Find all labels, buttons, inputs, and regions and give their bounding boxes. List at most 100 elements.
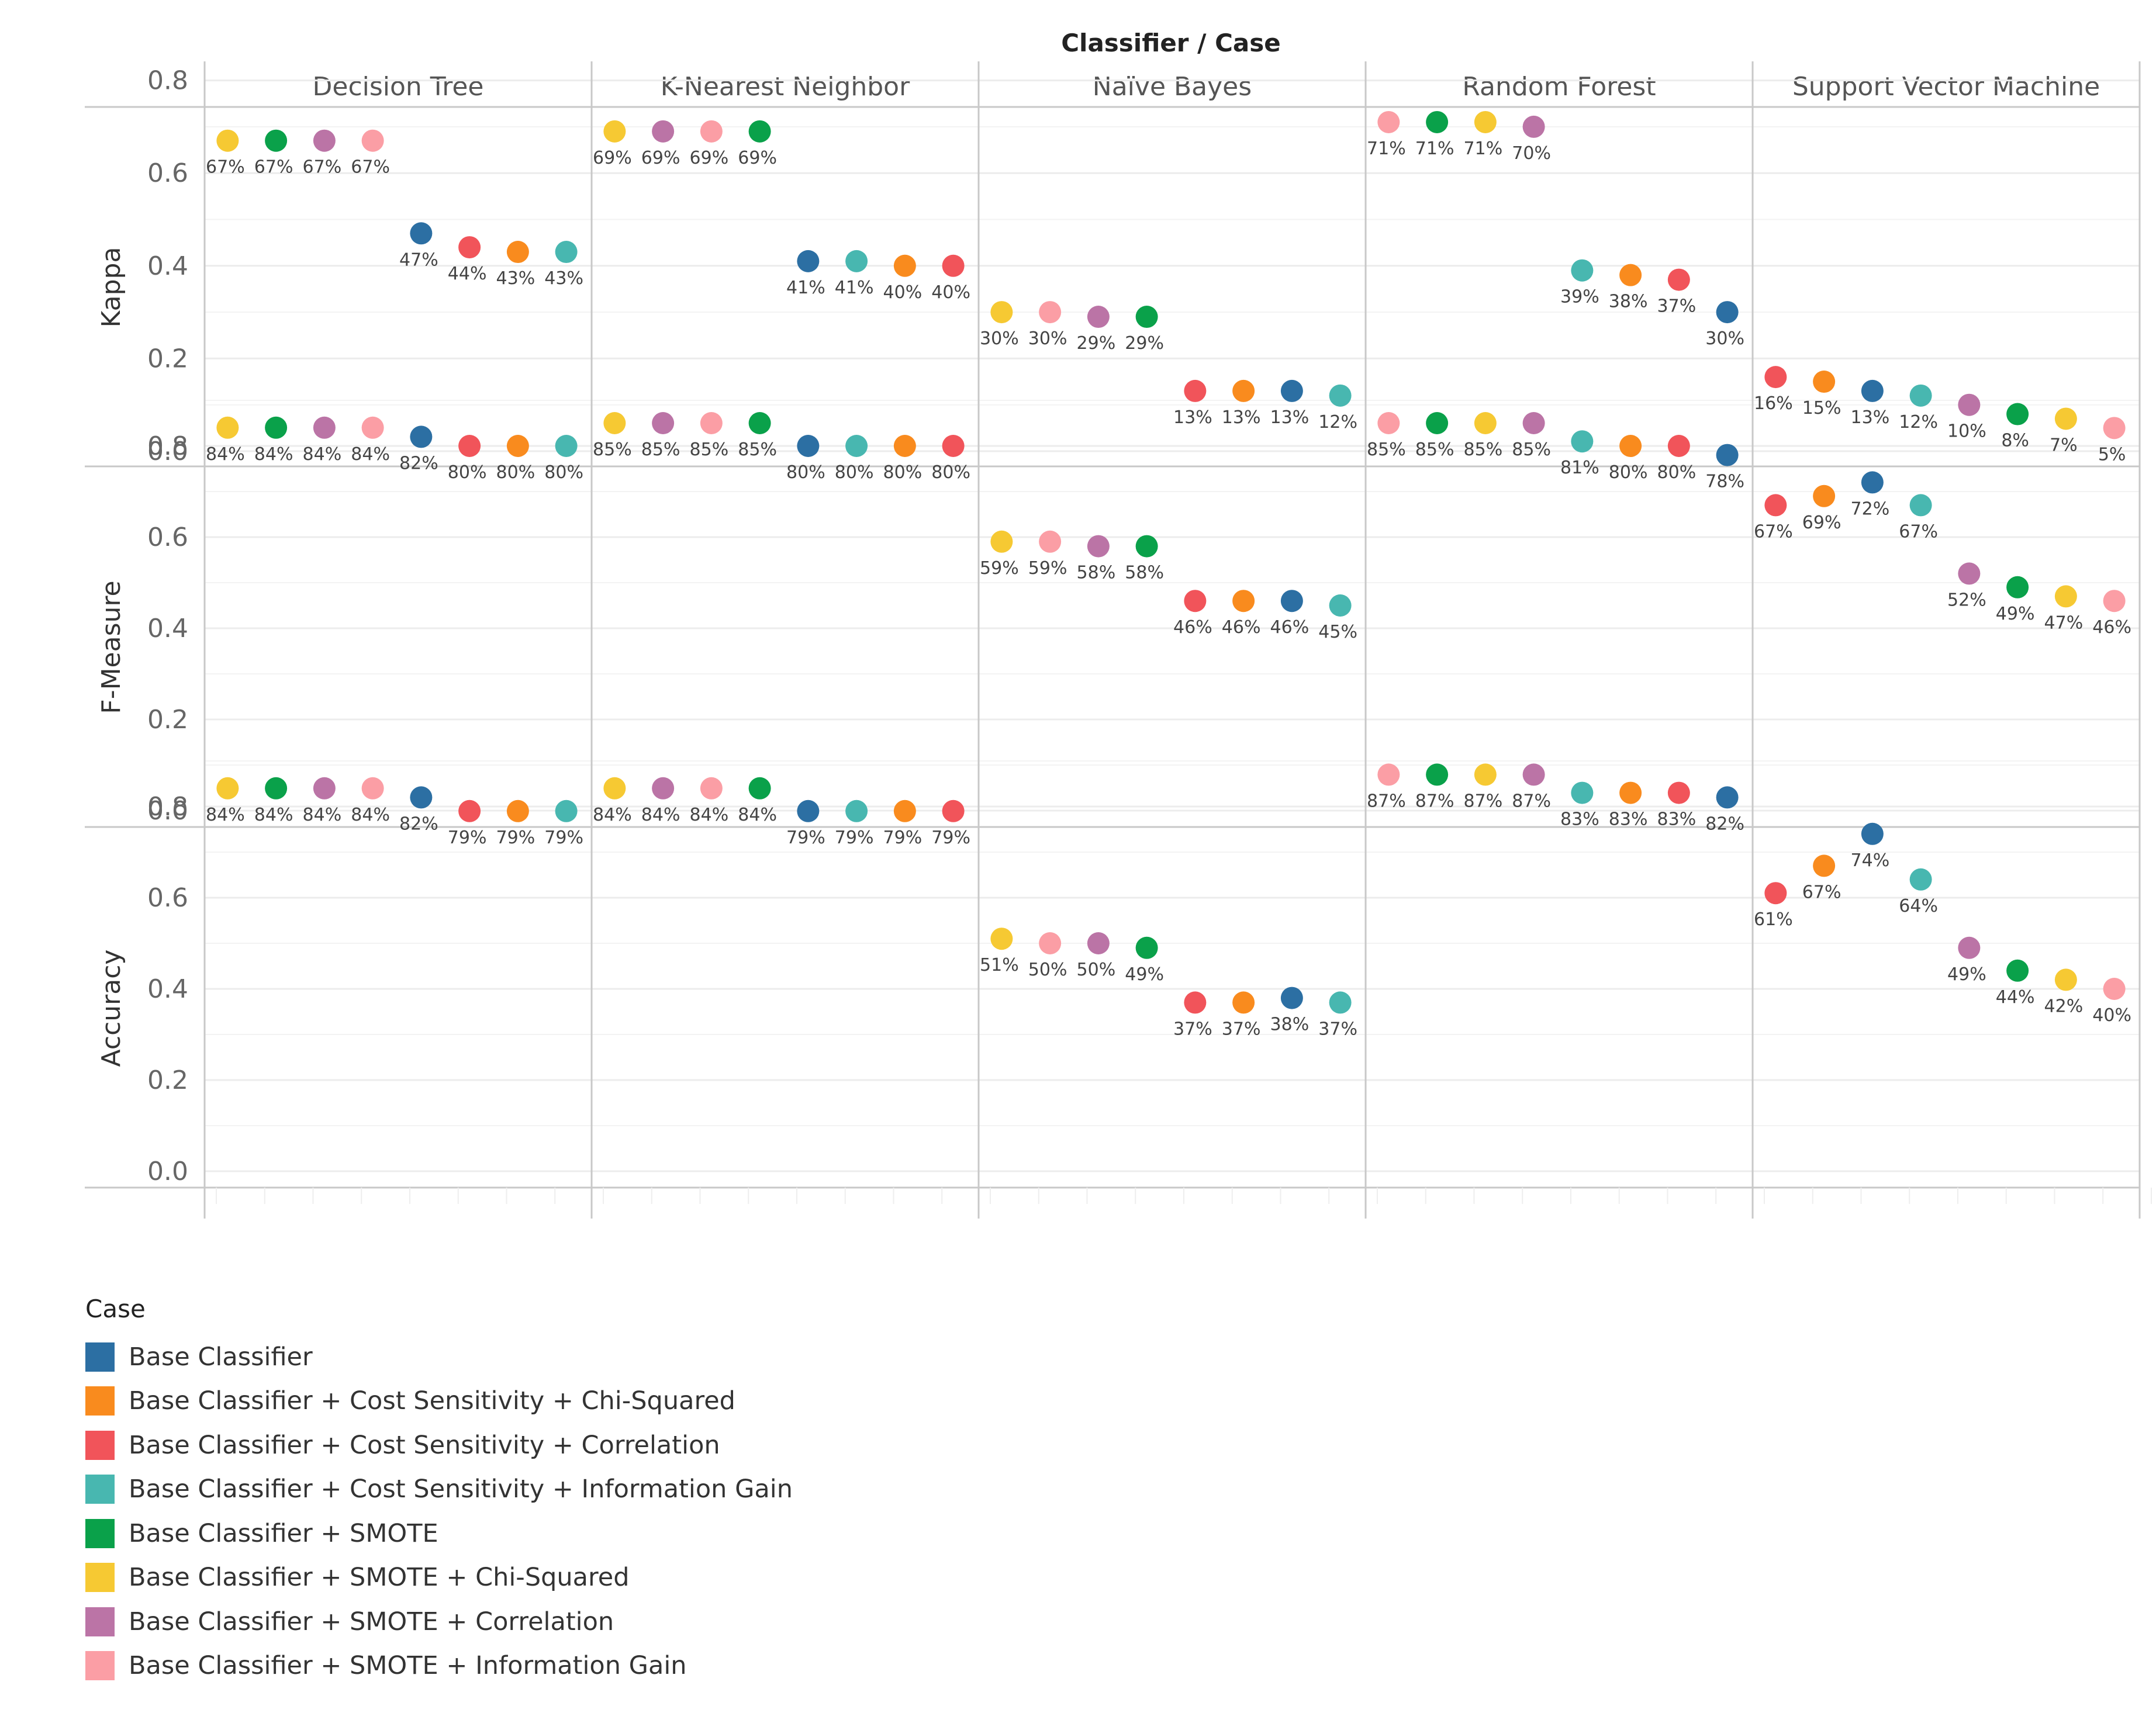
data-label: 84%	[351, 805, 390, 825]
legend-label: Base Classifier	[129, 1342, 313, 1372]
y-tick-label: 0.4	[147, 974, 188, 1004]
data-label: 52%	[1947, 590, 1986, 610]
y-tick-label: 0.6	[147, 158, 188, 188]
data-point	[1909, 868, 1932, 891]
data-label: 83%	[1657, 809, 1697, 830]
data-label: 50%	[1077, 960, 1116, 980]
legend-label: Base Classifier + SMOTE	[129, 1518, 438, 1548]
data-label: 82%	[399, 814, 438, 834]
classifier-header: Support Vector Machine	[1792, 72, 2100, 102]
data-point	[265, 416, 288, 439]
data-label: 80%	[835, 462, 874, 483]
data-point	[2103, 417, 2126, 440]
data-label: 30%	[980, 328, 1019, 349]
metric-axis-label: Kappa	[96, 247, 126, 328]
data-point	[1426, 412, 1449, 434]
data-label: 79%	[883, 828, 922, 848]
data-point	[845, 250, 868, 272]
legend-swatch	[85, 1430, 115, 1460]
data-point	[990, 530, 1013, 553]
data-label: 79%	[448, 828, 487, 848]
data-label: 67%	[206, 157, 245, 178]
legend-label: Base Classifier + Cost Sensitivity + Chi…	[129, 1386, 735, 1416]
data-point	[2006, 959, 2029, 982]
legend-item[interactable]: Base Classifier + SMOTE + Information Ga…	[85, 1644, 793, 1688]
data-label: 84%	[206, 805, 245, 825]
data-point	[555, 435, 578, 457]
data-label: 49%	[1125, 964, 1164, 985]
data-label: 12%	[1899, 412, 1938, 432]
data-label: 13%	[1222, 407, 1261, 428]
chart-svg: Classifier / Case Decision Tree K-Nearest …	[85, 29, 2152, 1219]
data-point	[1716, 301, 1739, 324]
data-label: 87%	[1367, 791, 1406, 811]
data-label: 85%	[593, 440, 632, 460]
data-point	[1571, 259, 1594, 282]
data-point	[410, 425, 433, 448]
data-label: 83%	[1560, 809, 1599, 830]
data-label: 85%	[1512, 440, 1551, 460]
legend-item[interactable]: Base Classifier + SMOTE + Correlation	[85, 1600, 793, 1644]
data-point	[1861, 822, 1884, 845]
data-point	[652, 120, 675, 143]
data-point	[458, 435, 481, 457]
data-point	[216, 416, 239, 439]
data-point	[1474, 110, 1497, 133]
legend-item[interactable]: Base Classifier + SMOTE	[85, 1511, 793, 1556]
data-point	[1135, 306, 1158, 328]
y-tick-label: 0.8	[147, 66, 188, 96]
data-label: 80%	[1657, 462, 1697, 483]
data-label: 47%	[2044, 612, 2084, 633]
data-point	[748, 777, 771, 800]
data-point	[700, 412, 723, 434]
data-point	[2006, 576, 2029, 598]
data-label: 69%	[593, 148, 632, 168]
data-label: 80%	[931, 462, 970, 483]
data-label: 85%	[1367, 440, 1406, 460]
data-label: 51%	[980, 955, 1019, 975]
data-point	[1039, 932, 1062, 954]
data-point	[942, 254, 965, 277]
data-point	[797, 800, 820, 822]
legend-item[interactable]: Base Classifier + SMOTE + Chi-Squared	[85, 1556, 793, 1600]
data-label: 67%	[351, 157, 390, 178]
data-point	[1667, 435, 1690, 457]
data-point	[748, 120, 771, 143]
data-point	[700, 120, 723, 143]
data-label: 67%	[1754, 521, 1793, 542]
legend-item[interactable]: Base Classifier + Cost Sensitivity + Chi…	[85, 1379, 793, 1424]
data-point	[313, 777, 336, 800]
data-label: 71%	[1464, 139, 1503, 159]
data-label: 16%	[1754, 393, 1793, 414]
data-label: 8%	[2001, 431, 2029, 451]
data-point	[361, 129, 384, 152]
data-label: 85%	[690, 440, 729, 460]
data-label: 80%	[496, 462, 535, 483]
data-point	[1426, 110, 1449, 133]
data-point	[1909, 494, 1932, 517]
legend-item[interactable]: Base Classifier	[85, 1335, 793, 1379]
legend-item[interactable]: Base Classifier + Cost Sensitivity + Cor…	[85, 1423, 793, 1468]
data-point	[748, 412, 771, 434]
data-label: 37%	[1318, 1019, 1357, 1039]
data-label: 38%	[1609, 292, 1648, 312]
data-label: 79%	[544, 828, 583, 848]
data-label: 80%	[883, 462, 922, 483]
legend-item[interactable]: Base Classifier + Cost Sensitivity + Inf…	[85, 1468, 793, 1512]
legend-swatch	[85, 1475, 115, 1504]
data-point	[1474, 763, 1497, 786]
classifier-header: Random Forest	[1462, 72, 1656, 102]
data-label: 67%	[1899, 521, 1938, 542]
data-label: 80%	[448, 462, 487, 483]
data-point	[1764, 366, 1787, 389]
data-point	[1861, 471, 1884, 494]
data-point	[458, 800, 481, 822]
y-tick-label: 0.4	[147, 614, 188, 643]
data-point	[652, 412, 675, 434]
data-label: 12%	[1318, 412, 1357, 432]
data-point	[1232, 590, 1255, 612]
data-label: 41%	[835, 278, 874, 298]
data-point	[990, 301, 1013, 324]
data-point	[1377, 763, 1400, 786]
data-label: 84%	[593, 805, 632, 825]
